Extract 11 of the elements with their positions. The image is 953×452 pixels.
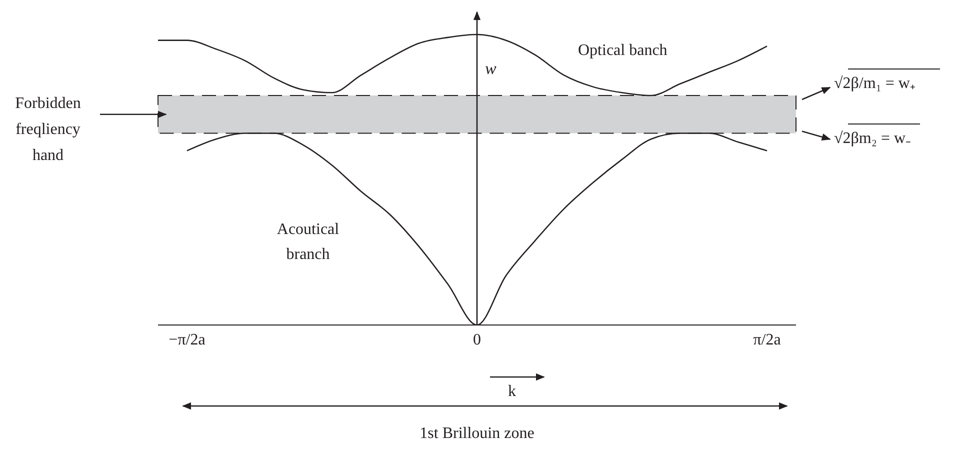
text: √2βm₂ = w₋ bbox=[834, 130, 911, 147]
y-axis-title: w bbox=[485, 59, 497, 78]
x-tick-label: π/2a bbox=[753, 331, 781, 348]
annotation: Acoutical branch bbox=[276, 221, 340, 263]
x-tick-label: 0 bbox=[473, 331, 481, 348]
x-axis-title: k bbox=[508, 383, 516, 400]
text: √2β/m₁ = w₊ bbox=[834, 75, 915, 92]
band-label: Forbidden freqliency hand bbox=[15, 95, 81, 164]
x-tick-label: −π/2a bbox=[168, 331, 206, 348]
annotation: Optical banch bbox=[578, 42, 668, 59]
text: 1st Brillouin zone bbox=[420, 425, 534, 442]
